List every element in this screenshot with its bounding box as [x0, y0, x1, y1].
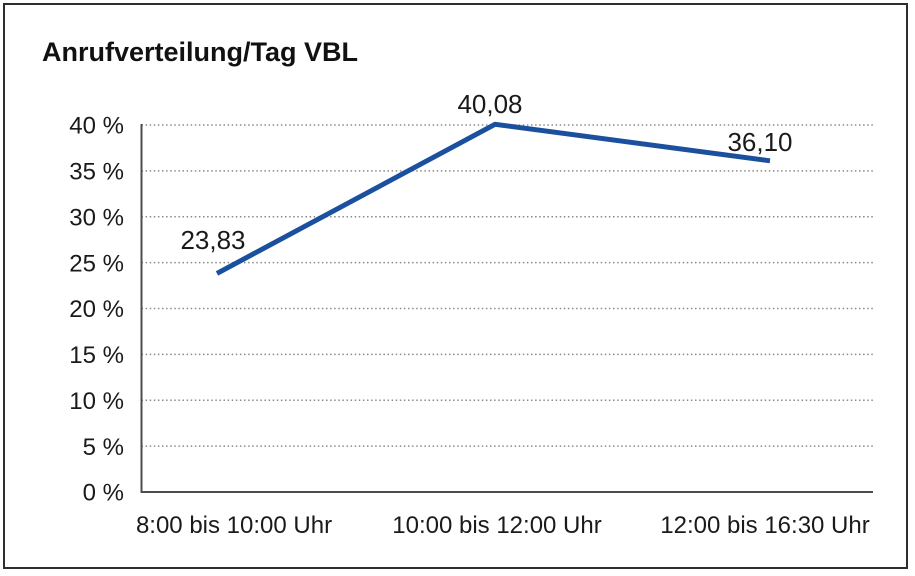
- y-tick-label: 40 %: [69, 113, 124, 140]
- y-tick-label: 30 %: [69, 204, 124, 231]
- y-tick-label: 25 %: [69, 250, 124, 277]
- chart-title: Anrufverteilung/Tag VBL: [42, 37, 359, 67]
- x-category-label: 8:00 bis 10:00 Uhr: [136, 512, 332, 539]
- data-label: 23,83: [180, 225, 245, 255]
- x-category-label: 10:00 bis 12:00 Uhr: [392, 512, 601, 539]
- y-tick-label: 0 %: [83, 480, 124, 507]
- y-tick-label: 10 %: [69, 388, 124, 415]
- data-label: 36,10: [727, 127, 792, 157]
- y-tick-label: 15 %: [69, 342, 124, 369]
- series-line: [215, 121, 771, 276]
- y-tick-label: 20 %: [69, 296, 124, 323]
- data-label: 40,08: [457, 89, 522, 119]
- y-tick-label: 35 %: [69, 159, 124, 186]
- chart-frame: Anrufverteilung/Tag VBL: [3, 3, 908, 569]
- x-category-label: 12:00 bis 16:30 Uhr: [660, 512, 869, 539]
- y-tick-label: 5 %: [83, 434, 124, 461]
